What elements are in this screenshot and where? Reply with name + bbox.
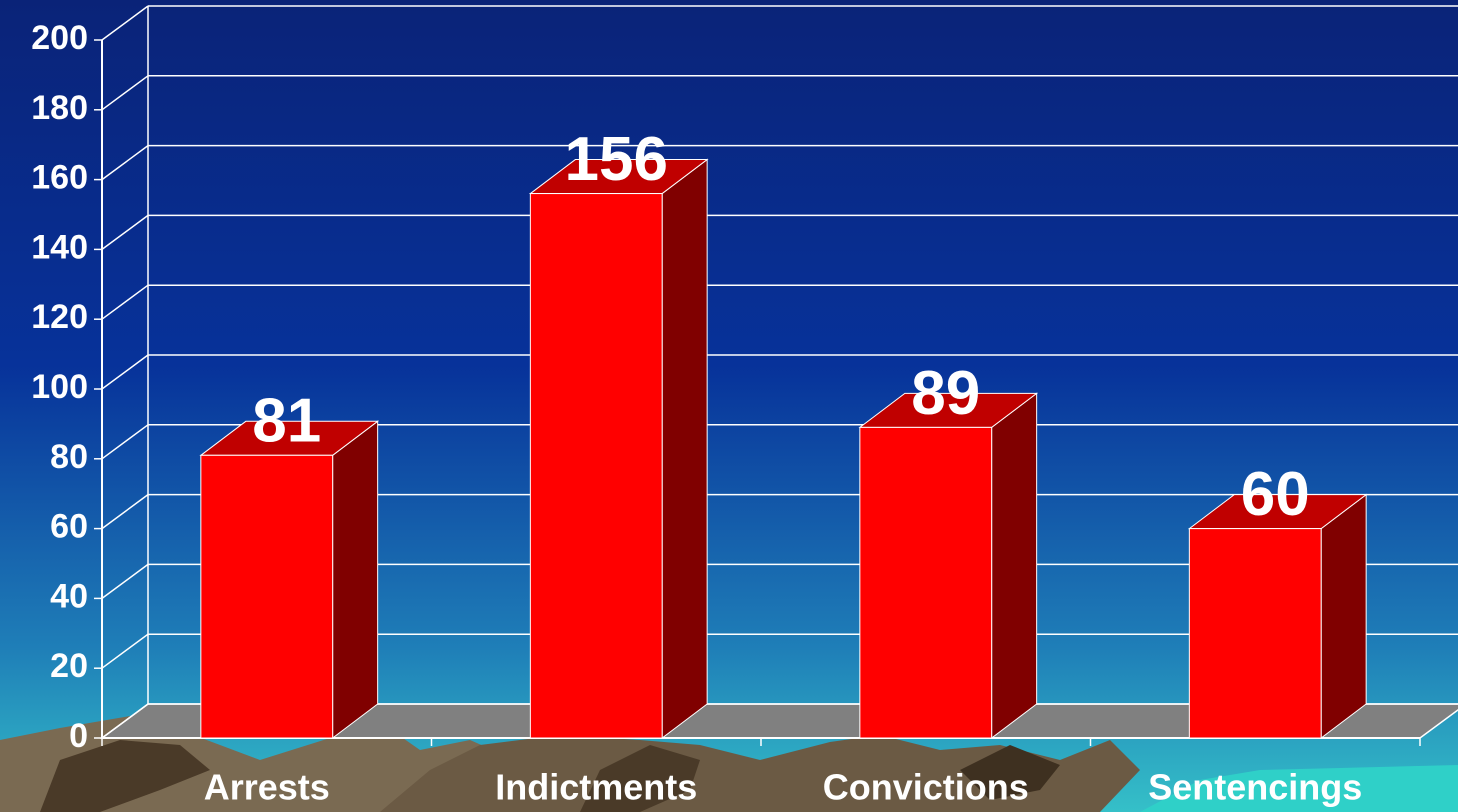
mountains xyxy=(0,716,1458,812)
y-tick-label: 0 xyxy=(69,717,88,755)
side-grid-line xyxy=(101,354,149,390)
y-tick-label: 60 xyxy=(50,508,88,546)
bar xyxy=(1188,528,1322,739)
bar-side xyxy=(661,158,708,740)
x-tick-label: Arrests xyxy=(204,767,330,808)
y-tick-label: 140 xyxy=(31,228,88,266)
value-label: 156 xyxy=(565,125,668,194)
side-grid-line xyxy=(101,5,149,41)
value-label: 60 xyxy=(1241,460,1310,529)
side-grid-line xyxy=(101,493,149,530)
y-tick-label: 20 xyxy=(50,647,88,685)
x-tick-label: Convictions xyxy=(823,767,1029,808)
side-grid-line xyxy=(101,424,149,460)
value-label: 89 xyxy=(911,359,980,428)
side-grid-line xyxy=(101,144,149,181)
y-tick-label: 160 xyxy=(31,159,88,197)
y-tick-label: 100 xyxy=(31,368,88,406)
side-grid-line xyxy=(101,75,149,111)
side-grid-line xyxy=(101,214,149,251)
value-label: 81 xyxy=(252,387,321,456)
y-tick-label: 200 xyxy=(31,19,88,57)
bar xyxy=(200,454,334,739)
bar xyxy=(859,426,993,739)
bar-side xyxy=(332,420,379,740)
x-tick-label: Sentencings xyxy=(1148,767,1362,808)
y-tick-label: 40 xyxy=(50,577,88,615)
side-grid-line xyxy=(101,563,149,600)
x-tick-label: Indictments xyxy=(495,767,697,808)
y-tick-label: 120 xyxy=(31,298,88,336)
bar-side xyxy=(1320,493,1367,740)
side-grid-line xyxy=(101,633,149,669)
bar xyxy=(529,193,663,739)
y-tick-label: 80 xyxy=(50,438,88,476)
side-grid-line xyxy=(101,284,149,320)
y-tick-label: 180 xyxy=(31,89,88,127)
side-grid-line xyxy=(101,703,149,739)
bar-side xyxy=(991,392,1038,740)
